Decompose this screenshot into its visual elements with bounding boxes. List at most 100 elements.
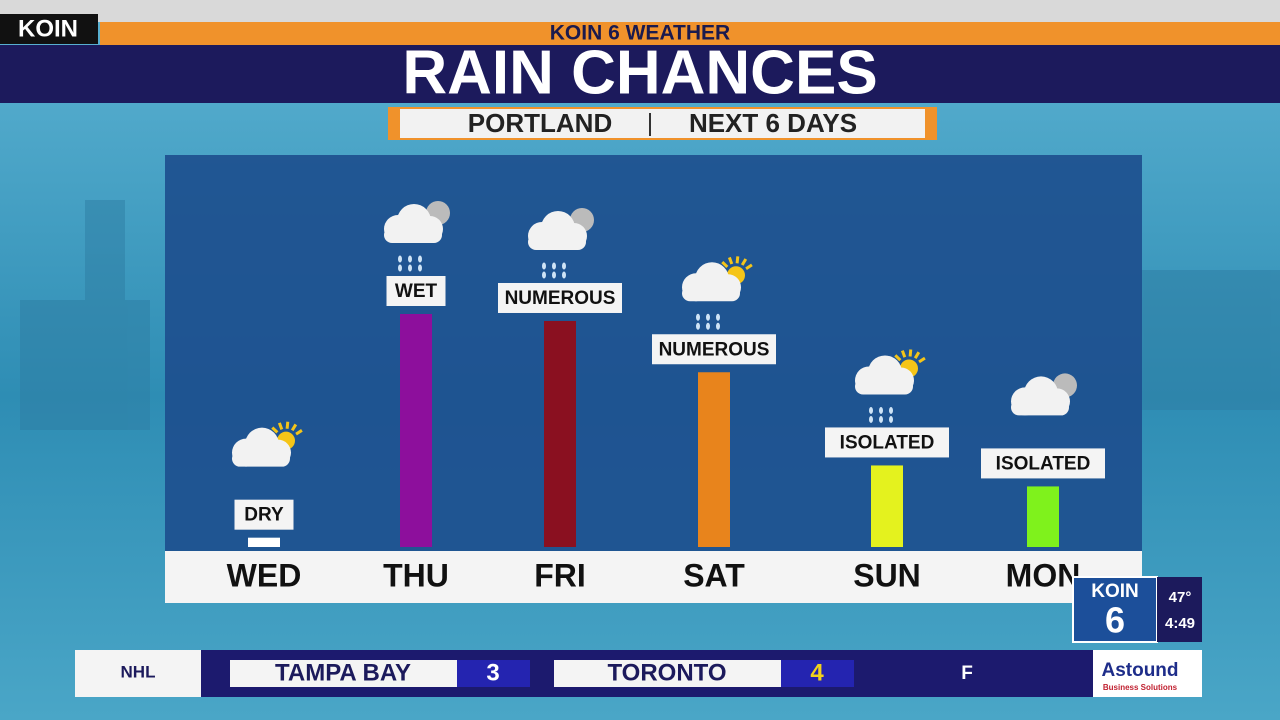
sun-ray — [894, 354, 902, 362]
rain-drop — [879, 406, 883, 414]
top-strip — [0, 0, 1280, 22]
sun-ray — [290, 423, 298, 432]
weather-icon — [384, 201, 450, 272]
bar — [698, 372, 730, 547]
station-bug: KOIN 6 47° 4:49 — [1072, 576, 1202, 643]
description-box — [981, 448, 1105, 479]
logo-text: KOIN — [1091, 581, 1139, 602]
rain-drop — [696, 322, 700, 330]
day-strip — [165, 551, 1142, 603]
rain-drop — [418, 255, 422, 263]
rain-drop — [552, 271, 556, 279]
sun-ray — [908, 349, 913, 357]
rain-drop — [408, 264, 412, 272]
league: NHL — [121, 662, 156, 681]
x-tick-label: SAT — [683, 557, 745, 593]
x-tick-label: MON — [1006, 557, 1081, 593]
sun-ray — [918, 356, 926, 364]
bar — [400, 314, 432, 547]
team2: TORONTO — [607, 659, 726, 686]
sun-ray — [271, 426, 279, 434]
subtitle-box — [400, 109, 925, 138]
cloud-base — [682, 285, 740, 302]
rain-drop — [706, 322, 710, 330]
rain-drop — [889, 406, 893, 414]
title-band — [0, 45, 1280, 103]
rain-drop — [408, 255, 412, 263]
sponsor: Astound — [1101, 660, 1178, 681]
description-box — [825, 427, 949, 458]
description: NUMEROUS — [659, 339, 770, 360]
score1: 3 — [486, 659, 499, 686]
cloud-base — [528, 233, 586, 250]
weather-icon — [1011, 373, 1077, 416]
weather-icon — [528, 207, 594, 279]
rain-drop — [716, 322, 720, 330]
status: F — [961, 663, 973, 684]
skyline — [20, 200, 1280, 430]
rain-drop — [398, 255, 402, 263]
sun-ray — [745, 263, 753, 270]
title: RAIN CHANCES — [402, 38, 877, 107]
logo-number: 6 — [1105, 600, 1125, 641]
ticker: NHL TAMPA BAY 3 TORONTO 4 F Astound Busi… — [75, 650, 1202, 697]
kicker: KOIN 6 WEATHER — [550, 22, 730, 45]
cloud-base — [232, 450, 290, 467]
bar — [248, 537, 280, 547]
chart: WED DRY THU WET FRI NUMEROUS SAT NUMEROUS SUN ISO… — [227, 201, 1105, 593]
sponsor-sub: Business Solutions — [1103, 683, 1178, 692]
cloud-base — [855, 378, 913, 395]
sun-ray — [735, 256, 740, 264]
sun-ray — [727, 256, 734, 265]
rain-drop — [869, 415, 873, 423]
temperature: 47° — [1169, 589, 1192, 606]
description-box — [652, 334, 776, 365]
rain-drop — [706, 313, 710, 321]
rain-drop — [716, 313, 720, 321]
chart-panel — [165, 155, 1142, 603]
sun-ray — [277, 422, 284, 430]
rain-drop — [869, 406, 873, 414]
rain-drop — [552, 262, 556, 270]
rain-drop — [889, 415, 893, 423]
description: DRY — [244, 505, 284, 526]
weather-icon — [682, 256, 753, 330]
weather-icon — [232, 421, 303, 467]
sun-ray — [295, 429, 303, 436]
x-tick-label: WED — [227, 557, 302, 593]
description-box — [498, 282, 622, 313]
channel-tag-box — [0, 14, 98, 44]
rain-drop — [542, 262, 546, 270]
description: NUMEROUS — [505, 288, 616, 309]
description: WET — [395, 281, 438, 302]
rain-drop — [879, 415, 883, 423]
cloud-base — [1011, 399, 1069, 416]
rain-drop — [418, 264, 422, 272]
rain-drop — [398, 264, 402, 272]
period: NEXT 6 DAYS — [689, 108, 857, 138]
description: ISOLATED — [840, 432, 935, 453]
rain-drop — [542, 271, 546, 279]
rain-drop — [696, 313, 700, 321]
bar — [1027, 486, 1059, 547]
cloud-base — [384, 227, 442, 243]
x-tick-label: THU — [383, 557, 449, 593]
sun-ray — [721, 261, 729, 269]
sun-ray — [740, 258, 748, 266]
time: 4:49 — [1165, 615, 1195, 632]
team1: TAMPA BAY — [275, 659, 411, 686]
sun-ray — [900, 350, 907, 358]
score2: 4 — [810, 659, 824, 686]
rain-drop — [562, 262, 566, 270]
sun-ray — [285, 421, 290, 429]
bar — [544, 320, 576, 547]
rain-drop — [562, 271, 566, 279]
description: ISOLATED — [996, 453, 1091, 474]
bar — [871, 465, 903, 547]
x-tick-label: FRI — [534, 557, 586, 593]
channel-tag: KOIN — [18, 15, 78, 42]
weather-icon — [855, 349, 926, 423]
description-box — [234, 499, 294, 530]
